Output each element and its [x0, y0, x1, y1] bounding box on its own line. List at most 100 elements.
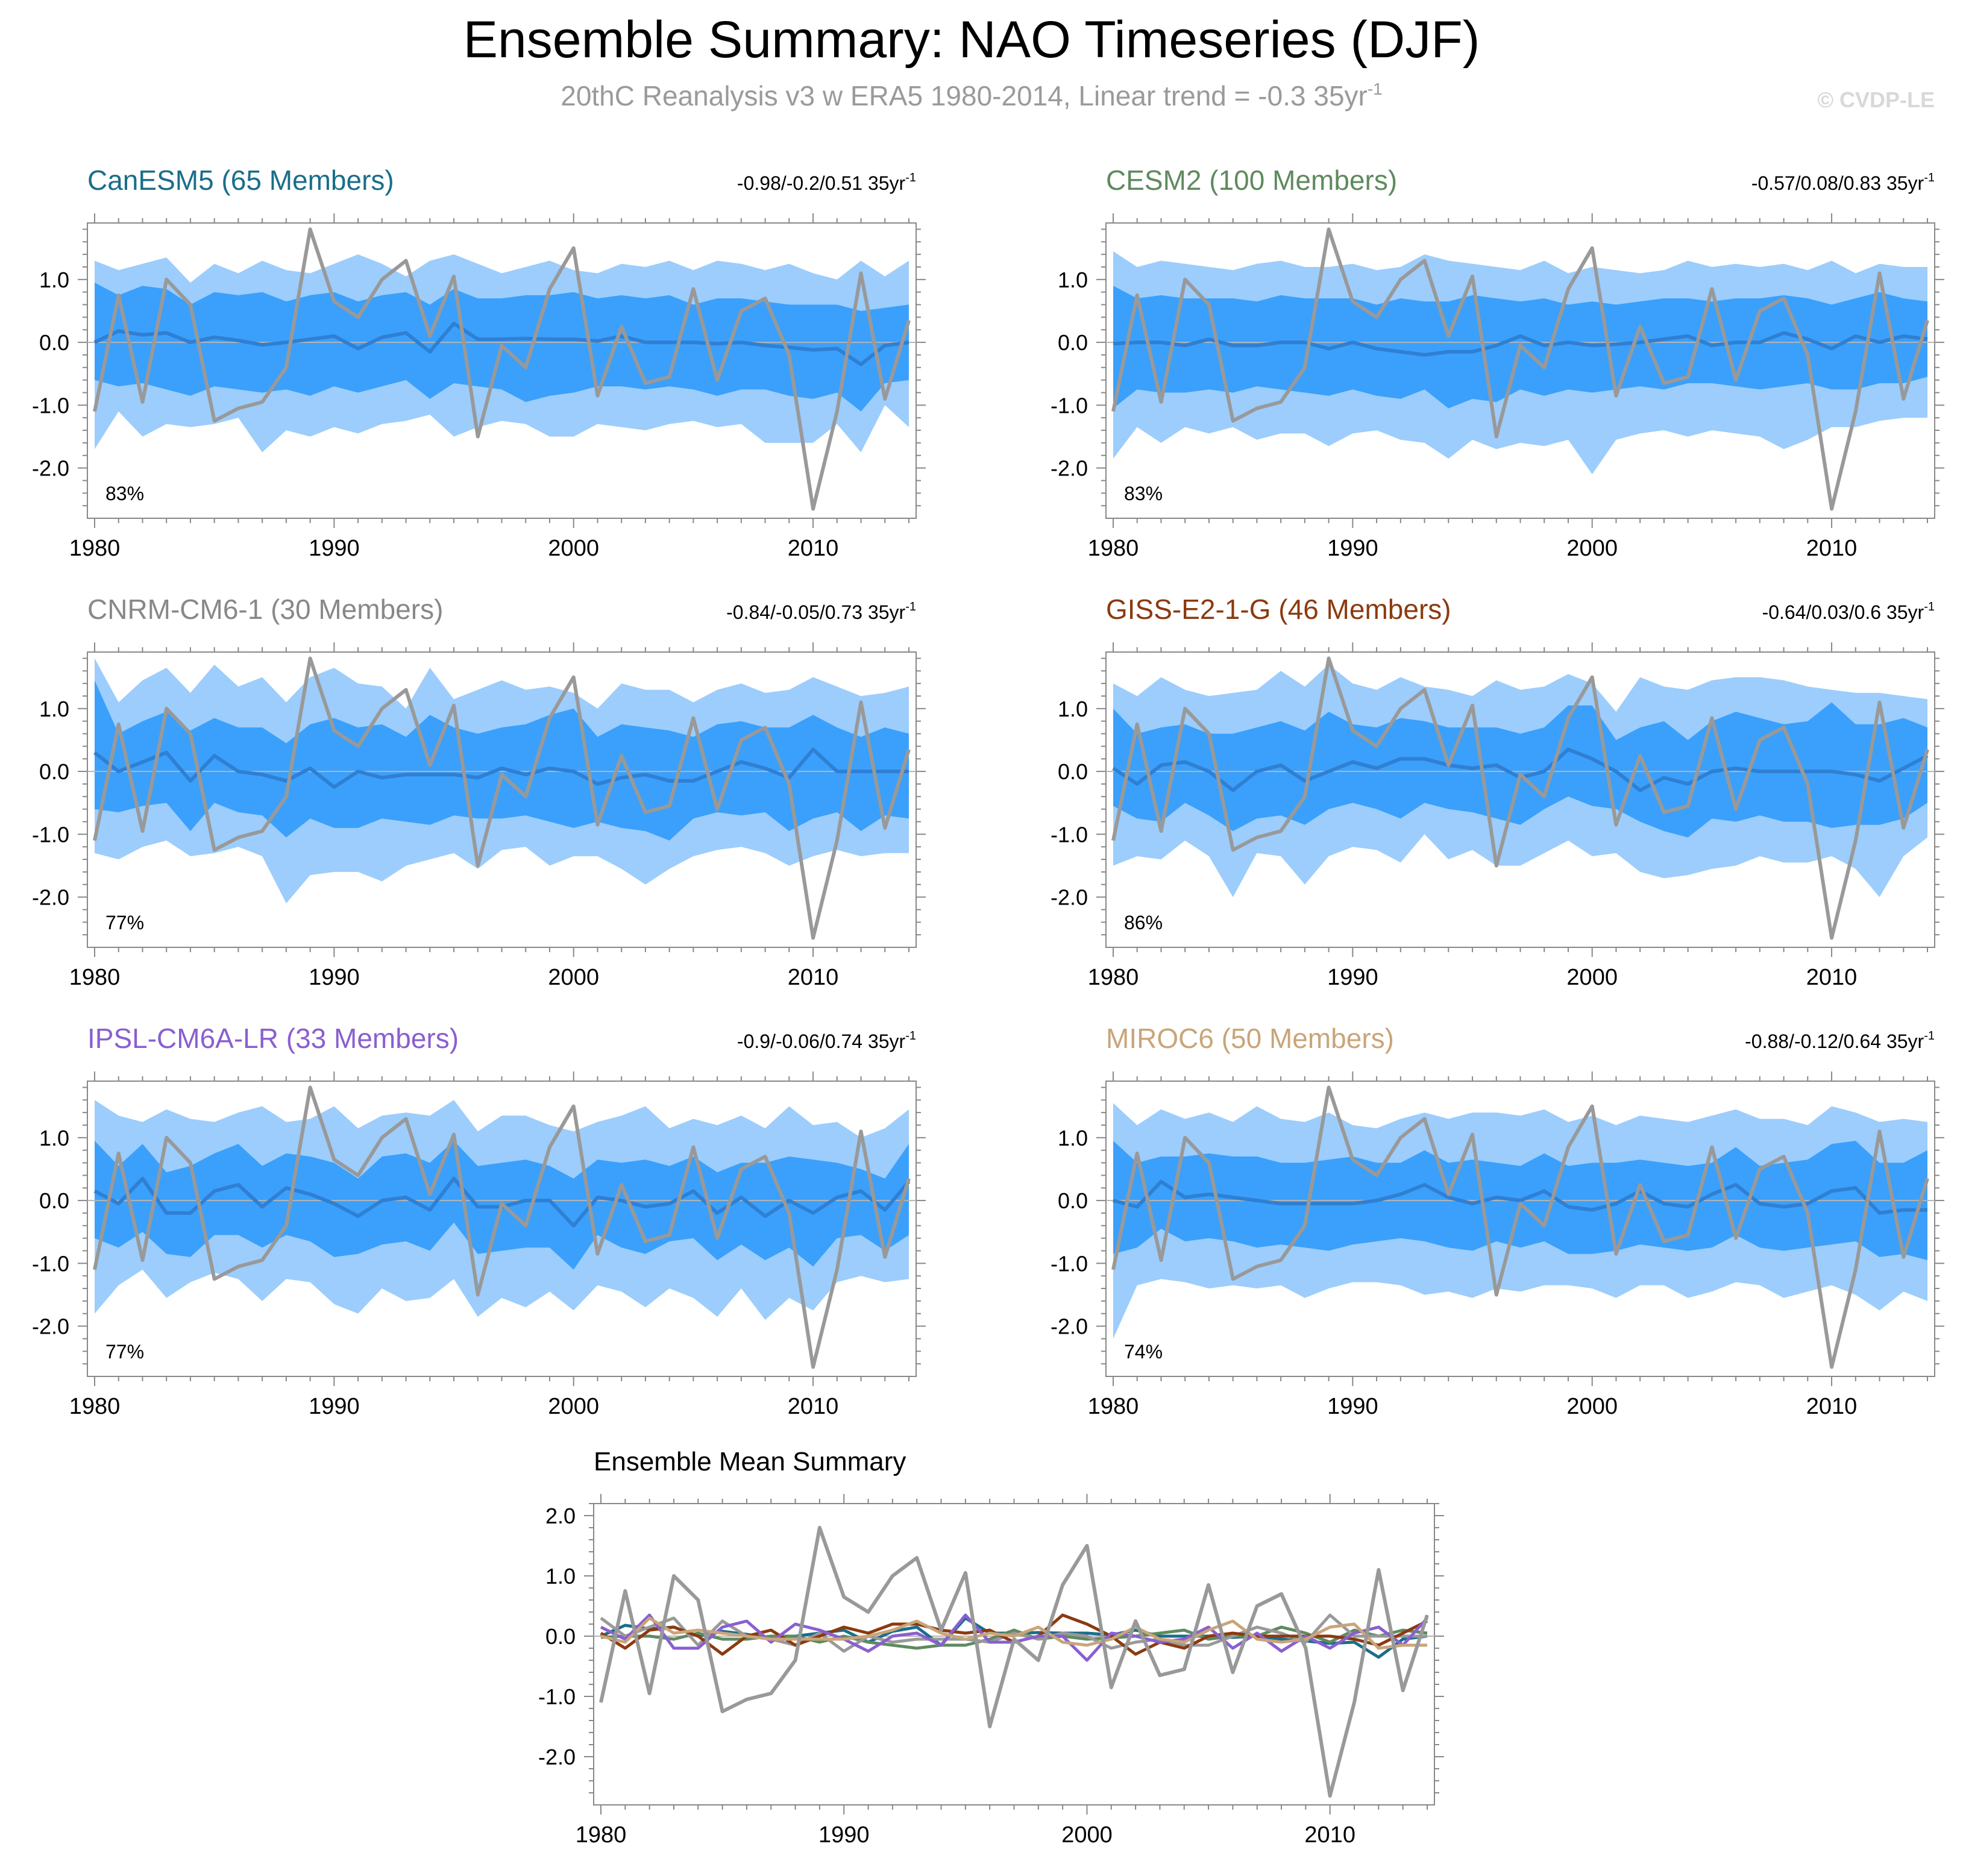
percent-label: 77% [105, 1341, 144, 1363]
observed-line [1111, 656, 1929, 940]
panel-title: CESM2 (100 Members) [1106, 165, 1397, 196]
panel-trend: -0.98/-0.2/0.51 35yr-1 [737, 171, 916, 194]
y-tick-label: -2.0 [1051, 885, 1088, 910]
panel-trend-sup: -1 [1924, 1029, 1935, 1043]
plot-frame [593, 1503, 1435, 1805]
x-tick-label: 2010 [1806, 1394, 1858, 1419]
x-tick-label: 1980 [69, 536, 121, 561]
panel-trend: -0.9/-0.06/0.74 35yr-1 [737, 1029, 916, 1052]
y-tick-label: 0.0 [1058, 1188, 1088, 1213]
band-25-75 [95, 680, 909, 841]
y-tick-label: 0.0 [545, 1624, 576, 1649]
panel-trend-text: -0.57/0.08/0.83 35yr [1751, 172, 1924, 194]
panel-trend-text: -0.64/0.03/0.6 35yr [1762, 601, 1924, 623]
y-tick-label: 1.0 [1058, 268, 1088, 292]
y-tick-label: -2.0 [32, 456, 69, 481]
panel-title: Ensemble Mean Summary [594, 1447, 906, 1476]
figure-title: Ensemble Summary: NAO Timeseries (DJF) [463, 11, 1480, 69]
panel-title: MIROC6 (50 Members) [1106, 1023, 1394, 1054]
panel-4: GISS-E2-1-G (46 Members) -0.64/0.03/0.6 3… [1051, 594, 1944, 990]
ensemble-mean-line [93, 747, 909, 789]
figure-subtitle: 20thC Reanalysis v3 w ERA5 1980-2014, Li… [561, 80, 1383, 111]
subtitle-sup: -1 [1368, 80, 1383, 98]
watermark: © CVDP-LE [1817, 87, 1935, 112]
y-tick-label: 1.0 [1058, 1126, 1088, 1150]
panel-7: Ensemble Mean Summary 1980 1990 2000 2010 2.0… [538, 1447, 1444, 1848]
plot-area [87, 1085, 916, 1369]
x-tick-label: 1990 [818, 1822, 870, 1848]
panel-title: GISS-E2-1-G (46 Members) [1106, 594, 1451, 625]
panel-trend-sup: -1 [905, 600, 916, 613]
x-tick-label: 2010 [788, 536, 839, 561]
x-tick-label: 2000 [1566, 965, 1618, 990]
panel-6: MIROC6 (50 Members) -0.88/-0.12/0.64 35yr… [1051, 1023, 1944, 1419]
x-tick-label: 2010 [1806, 965, 1858, 990]
y-tick-label: 0.0 [39, 330, 69, 355]
ensemble-mean-line [1113, 1179, 1927, 1215]
panel-title: CNRM-CM6-1 (30 Members) [87, 594, 443, 625]
y-tick-label: -1.0 [32, 822, 69, 847]
y-tick-label: -2.0 [1051, 456, 1088, 481]
x-tick-label: 1980 [1088, 965, 1139, 990]
panel-trend-text: -0.9/-0.06/0.74 35yr [737, 1031, 906, 1052]
panel-trend-text: -0.88/-0.12/0.64 35yr [1745, 1031, 1924, 1052]
observed-line [93, 656, 911, 940]
panel-title: CanESM5 (65 Members) [87, 165, 394, 196]
y-tick-label: 1.0 [39, 697, 69, 721]
ensemble-mean-line [1113, 331, 1928, 357]
y-tick-label: -2.0 [538, 1745, 576, 1769]
x-tick-label: 2010 [788, 1394, 839, 1419]
model-mean-line-2 [600, 1625, 1428, 1650]
x-tick-label: 1980 [1088, 1394, 1139, 1419]
y-tick-label: 2.0 [545, 1504, 576, 1528]
x-tick-label: 2010 [1304, 1822, 1355, 1848]
y-tick-label: 0.0 [39, 759, 69, 784]
observed-line [1111, 227, 1929, 511]
panel-trend-sup: -1 [1924, 171, 1935, 184]
x-tick-label: 1990 [309, 965, 360, 990]
y-tick-label: 1.0 [1058, 697, 1088, 721]
y-tick-label: -1.0 [1051, 1251, 1088, 1276]
x-tick-label: 1990 [1327, 1394, 1378, 1419]
x-tick-label: 2010 [788, 965, 839, 990]
y-tick-label: 0.0 [1058, 759, 1088, 784]
panel-trend-sup: -1 [1924, 600, 1935, 613]
subtitle-text: 20thC Reanalysis v3 w ERA5 1980-2014, Li… [561, 80, 1368, 111]
panel-1: CanESM5 (65 Members) -0.98/-0.2/0.51 35yr… [32, 165, 926, 561]
observed-line [93, 227, 911, 511]
plot-area [1106, 656, 1935, 940]
observed-line [93, 1085, 911, 1369]
y-tick-label: 0.0 [39, 1188, 69, 1213]
panel-2: CESM2 (100 Members) -0.57/0.08/0.83 35yr-… [1051, 165, 1944, 561]
x-tick-label: 1980 [576, 1822, 627, 1848]
percent-label: 77% [105, 912, 144, 933]
ensemble-mean-line [93, 321, 909, 366]
x-tick-label: 1980 [1088, 536, 1139, 561]
panel-trend: -0.88/-0.12/0.64 35yr-1 [1745, 1029, 1935, 1052]
x-tick-label: 1990 [1327, 965, 1378, 990]
percent-label: 86% [1124, 912, 1163, 933]
x-tick-label: 2000 [1566, 536, 1618, 561]
y-tick-label: 1.0 [39, 268, 69, 292]
panels: CanESM5 (65 Members) -0.98/-0.2/0.51 35yr… [32, 165, 1944, 1848]
y-tick-label: 0.0 [1058, 330, 1088, 355]
x-tick-label: 1980 [69, 965, 121, 990]
panel-trend-sup: -1 [905, 171, 916, 184]
y-tick-label: 1.0 [545, 1564, 576, 1589]
x-tick-label: 1990 [309, 536, 360, 561]
x-tick-label: 1990 [309, 1394, 360, 1419]
panel-trend: -0.64/0.03/0.6 35yr-1 [1762, 600, 1935, 623]
x-tick-label: 2000 [1061, 1822, 1113, 1848]
plot-area [594, 1526, 1434, 1798]
y-tick-label: -2.0 [32, 1314, 69, 1339]
x-tick-label: 2000 [548, 1394, 599, 1419]
y-tick-label: 1.0 [39, 1126, 69, 1150]
percent-label: 83% [1124, 483, 1163, 504]
x-tick-label: 1980 [69, 1394, 121, 1419]
x-tick-label: 2010 [1806, 536, 1858, 561]
y-tick-label: -1.0 [32, 393, 69, 418]
panel-trend: -0.57/0.08/0.83 35yr-1 [1751, 171, 1935, 194]
panel-trend-text: -0.84/-0.05/0.73 35yr [726, 601, 905, 623]
panel-5: IPSL-CM6A-LR (33 Members) -0.9/-0.06/0.74… [32, 1023, 926, 1419]
plot-area [1106, 227, 1935, 511]
